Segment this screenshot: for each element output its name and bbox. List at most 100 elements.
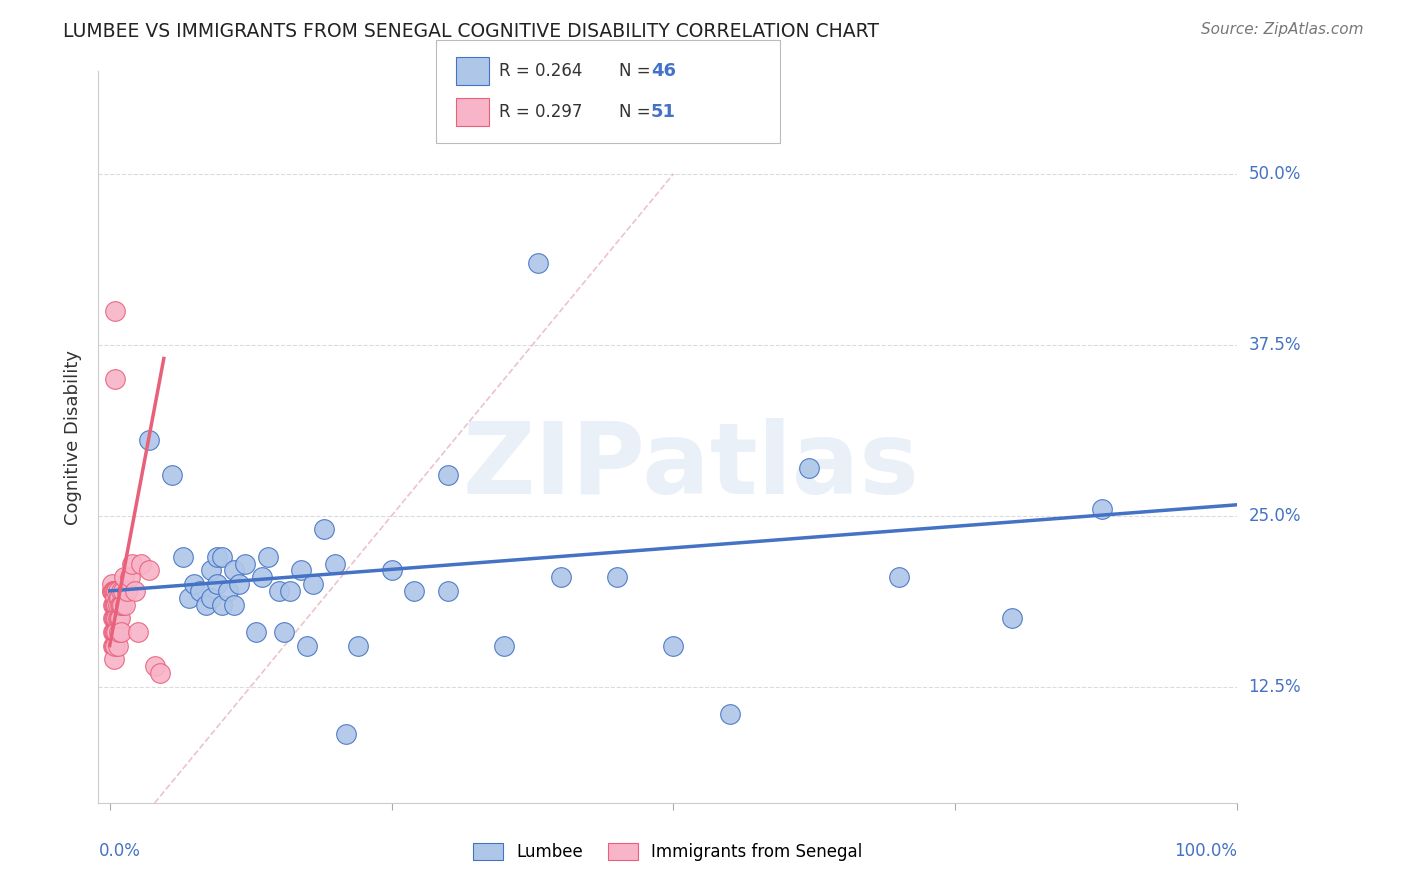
Point xyxy=(107,611,129,625)
Point xyxy=(127,624,149,639)
Point xyxy=(662,639,685,653)
Point xyxy=(104,624,127,639)
Point xyxy=(111,598,134,612)
Point xyxy=(101,583,124,598)
Point xyxy=(121,557,143,571)
Point xyxy=(105,583,128,598)
Point xyxy=(250,570,273,584)
Point xyxy=(104,598,127,612)
Point xyxy=(107,591,129,605)
Text: 50.0%: 50.0% xyxy=(1249,165,1301,183)
Point xyxy=(107,598,129,612)
Point xyxy=(404,583,426,598)
Point xyxy=(718,706,741,721)
Text: R = 0.264: R = 0.264 xyxy=(499,62,582,79)
Point xyxy=(228,577,250,591)
Point xyxy=(104,303,127,318)
Point xyxy=(188,583,211,598)
Point xyxy=(256,549,278,564)
Point xyxy=(104,583,127,598)
Point xyxy=(437,467,460,482)
Text: 100.0%: 100.0% xyxy=(1174,842,1237,860)
Point xyxy=(103,652,125,666)
Point xyxy=(107,611,129,625)
Text: Source: ZipAtlas.com: Source: ZipAtlas.com xyxy=(1201,22,1364,37)
Text: R = 0.297: R = 0.297 xyxy=(499,103,582,121)
Point xyxy=(104,372,127,386)
Point xyxy=(217,583,239,598)
Point xyxy=(124,583,146,598)
Point xyxy=(115,583,138,598)
Point xyxy=(103,624,125,639)
Point xyxy=(301,577,323,591)
Point xyxy=(101,583,124,598)
Text: 25.0%: 25.0% xyxy=(1249,507,1301,524)
Point xyxy=(104,611,127,625)
Point xyxy=(381,563,404,577)
Point xyxy=(183,577,205,591)
Text: 12.5%: 12.5% xyxy=(1249,678,1301,696)
Point xyxy=(107,583,129,598)
Point xyxy=(112,583,135,598)
Point xyxy=(278,583,301,598)
Point xyxy=(312,522,335,536)
Point xyxy=(205,577,228,591)
Text: 51: 51 xyxy=(651,103,676,121)
Point xyxy=(138,434,160,448)
Point xyxy=(103,598,125,612)
Point xyxy=(273,624,295,639)
Point xyxy=(101,611,124,625)
Point xyxy=(105,611,128,625)
Point xyxy=(211,549,233,564)
Point xyxy=(118,570,141,584)
Point xyxy=(205,549,228,564)
Text: LUMBEE VS IMMIGRANTS FROM SENEGAL COGNITIVE DISABILITY CORRELATION CHART: LUMBEE VS IMMIGRANTS FROM SENEGAL COGNIT… xyxy=(63,22,879,41)
Point xyxy=(108,598,131,612)
Point xyxy=(114,598,136,612)
Point xyxy=(103,611,125,625)
Point xyxy=(335,727,357,741)
Y-axis label: Cognitive Disability: Cognitive Disability xyxy=(65,350,83,524)
Point xyxy=(103,639,125,653)
Point xyxy=(295,639,318,653)
Point xyxy=(143,659,166,673)
Point xyxy=(129,557,152,571)
Text: ZIPatlas: ZIPatlas xyxy=(463,417,920,515)
Point xyxy=(101,598,124,612)
Point xyxy=(267,583,290,598)
Text: N =: N = xyxy=(619,62,655,79)
Point xyxy=(194,598,217,612)
Point xyxy=(211,598,233,612)
Point xyxy=(797,460,820,475)
Point xyxy=(200,591,222,605)
Point xyxy=(494,639,516,653)
Text: 46: 46 xyxy=(651,62,676,79)
Point xyxy=(103,583,125,598)
Point xyxy=(110,583,132,598)
Text: 0.0%: 0.0% xyxy=(98,842,141,860)
Point xyxy=(527,256,550,270)
Point xyxy=(245,624,267,639)
Point xyxy=(606,570,628,584)
Point xyxy=(112,570,135,584)
Point xyxy=(104,639,127,653)
Point xyxy=(108,611,131,625)
Text: 37.5%: 37.5% xyxy=(1249,335,1301,354)
Point xyxy=(172,549,194,564)
Point xyxy=(107,624,129,639)
Point xyxy=(887,570,910,584)
Point xyxy=(107,639,129,653)
Point xyxy=(437,583,460,598)
Point xyxy=(177,591,200,605)
Point xyxy=(346,639,368,653)
Point xyxy=(149,665,172,680)
Point xyxy=(105,624,128,639)
Point xyxy=(138,563,160,577)
Point xyxy=(1001,611,1024,625)
Point xyxy=(1091,501,1114,516)
Point xyxy=(115,583,138,598)
Point xyxy=(101,639,124,653)
Text: N =: N = xyxy=(619,103,655,121)
Point xyxy=(222,563,245,577)
Legend: Lumbee, Immigrants from Senegal: Lumbee, Immigrants from Senegal xyxy=(467,836,869,868)
